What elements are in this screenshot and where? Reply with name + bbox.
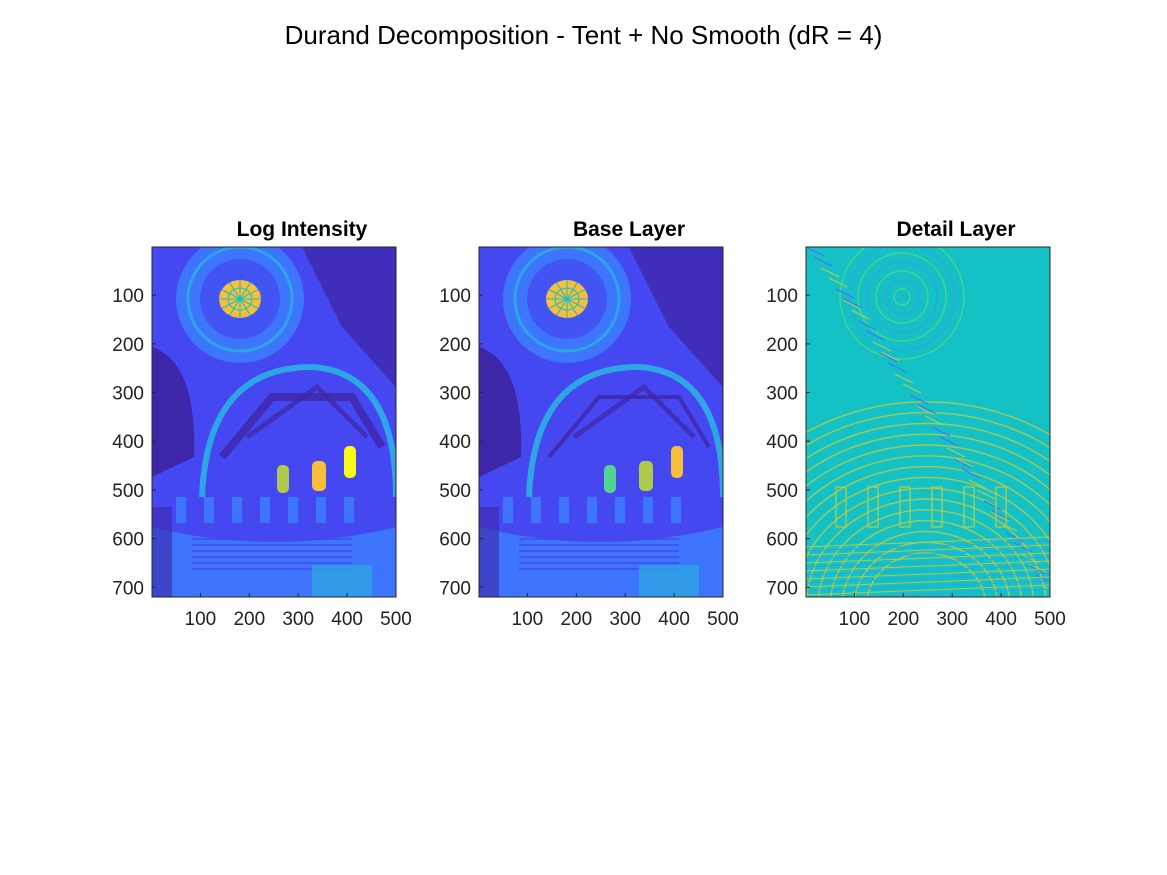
x-tick-label: 200 [233, 609, 265, 630]
axes-frame [478, 246, 724, 598]
panel-title: Log Intensity [236, 218, 368, 241]
y-tick-label: 300 [766, 384, 798, 405]
y-tick-label: 700 [439, 578, 471, 599]
plot-area: 100 200 300 400 500 100 200 300 400 500 600 700 [112, 246, 412, 630]
x-tick-label: 300 [936, 609, 968, 630]
plot-area: 100 200 300 400 500 100 200 300 400 500 600 700 [439, 246, 739, 630]
x-tick-label: 100 [512, 609, 544, 630]
y-tick-label: 400 [766, 432, 798, 453]
x-tick-label: 300 [609, 609, 641, 630]
panel-base-layer: 100 200 300 400 500 100 200 300 400 500 600 700 Bas… [439, 214, 779, 634]
panel-detail-layer: 100 200 300 400 500 100 200 300 400 500 600 700 Det… [766, 214, 1106, 634]
panel-title: Detail Layer [896, 218, 1016, 241]
y-tick-label: 600 [439, 530, 471, 551]
y-tick-label: 100 [112, 286, 144, 307]
x-tick-label: 200 [887, 609, 919, 630]
y-tick-label: 100 [439, 286, 471, 307]
y-tick-label: 200 [766, 335, 798, 356]
image-detail [806, 247, 1050, 597]
plot-area: 100 200 300 400 500 100 200 300 400 500 600 700 [766, 246, 1066, 630]
x-tick-label: 100 [185, 609, 217, 630]
x-tick-label: 500 [707, 609, 739, 630]
x-tick-label: 200 [560, 609, 592, 630]
x-tick-label: 500 [380, 609, 412, 630]
y-tick-label: 300 [112, 384, 144, 405]
panel-log-intensity: 100 200 300 400 500 100 200 300 400 500 600 700 Log… [112, 214, 452, 634]
y-tick-label: 600 [766, 530, 798, 551]
y-tick-label: 500 [112, 481, 144, 502]
y-tick-label: 300 [439, 384, 471, 405]
figure-title: Durand Decomposition - Tent + No Smooth … [284, 20, 883, 50]
axes-frame [805, 246, 1051, 598]
y-tick-label: 500 [439, 481, 471, 502]
y-tick-label: 400 [112, 432, 144, 453]
image-log [152, 247, 396, 597]
y-tick-label: 100 [766, 286, 798, 307]
x-tick-label: 500 [1034, 609, 1066, 630]
y-tick-label: 200 [439, 335, 471, 356]
y-tick-label: 700 [112, 578, 144, 599]
x-tick-label: 400 [658, 609, 690, 630]
x-tick-label: 400 [331, 609, 363, 630]
x-tick-label: 400 [985, 609, 1017, 630]
image-base [479, 247, 723, 597]
x-tick-label: 300 [282, 609, 314, 630]
panel-title: Base Layer [572, 218, 686, 241]
y-tick-label: 400 [439, 432, 471, 453]
axes-frame [151, 246, 397, 598]
y-tick-label: 700 [766, 578, 798, 599]
y-tick-label: 200 [112, 335, 144, 356]
y-tick-label: 600 [112, 530, 144, 551]
x-tick-label: 100 [839, 609, 871, 630]
y-tick-label: 500 [766, 481, 798, 502]
